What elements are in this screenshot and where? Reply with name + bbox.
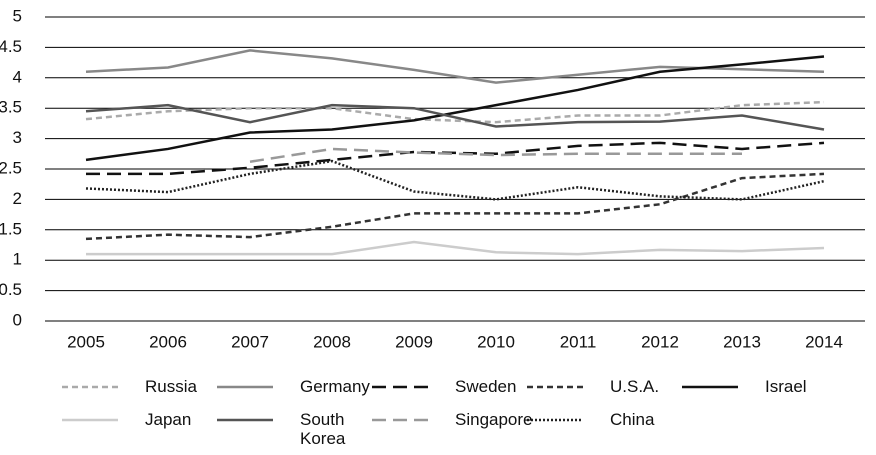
y-tick-label: 2 — [13, 189, 22, 208]
legend-label: Germany — [300, 377, 370, 396]
y-tick-label: 5 — [13, 6, 22, 25]
series-line — [86, 240, 825, 256]
y-tick-label: 0.5 — [0, 280, 22, 299]
y-tick-label: 3.5 — [0, 98, 22, 117]
series-line — [85, 172, 825, 241]
x-tick-label: 2009 — [395, 332, 433, 351]
y-tick-label: 1.5 — [0, 219, 22, 238]
y-tick-label: 3 — [13, 128, 22, 147]
x-tick-label: 2012 — [641, 332, 679, 351]
x-tick-label: 2010 — [477, 332, 515, 351]
legend-label: Japan — [145, 410, 192, 429]
legend-label: South Korea — [300, 410, 346, 448]
x-tick-label: 2005 — [67, 332, 105, 351]
legend-label: Sweden — [455, 377, 517, 396]
x-tick-label: 2006 — [149, 332, 187, 351]
x-tick-label: 2008 — [313, 332, 351, 351]
x-tick-label: 2013 — [723, 332, 761, 351]
legend-label: Israel — [765, 377, 807, 396]
x-tick-label: 2014 — [805, 332, 843, 351]
series-line — [249, 147, 742, 163]
x-tick-label: 2007 — [231, 332, 269, 351]
series-line — [85, 159, 825, 201]
series-line — [86, 141, 825, 176]
legend-label: Russia — [145, 377, 197, 396]
legend-label: China — [610, 410, 655, 429]
y-tick-label: 4.5 — [0, 37, 22, 56]
y-tick-label: 2.5 — [0, 158, 22, 177]
y-tick-label: 1 — [13, 250, 22, 269]
y-tick-label: 0 — [13, 310, 22, 329]
series-line — [85, 55, 825, 162]
y-tick-label: 4 — [13, 67, 22, 86]
series-line — [85, 100, 825, 124]
series-line — [85, 103, 825, 131]
x-tick-label: 2011 — [560, 332, 597, 351]
legend-label: U.S.A. — [610, 377, 660, 396]
legend-label: Singapore — [455, 410, 533, 429]
